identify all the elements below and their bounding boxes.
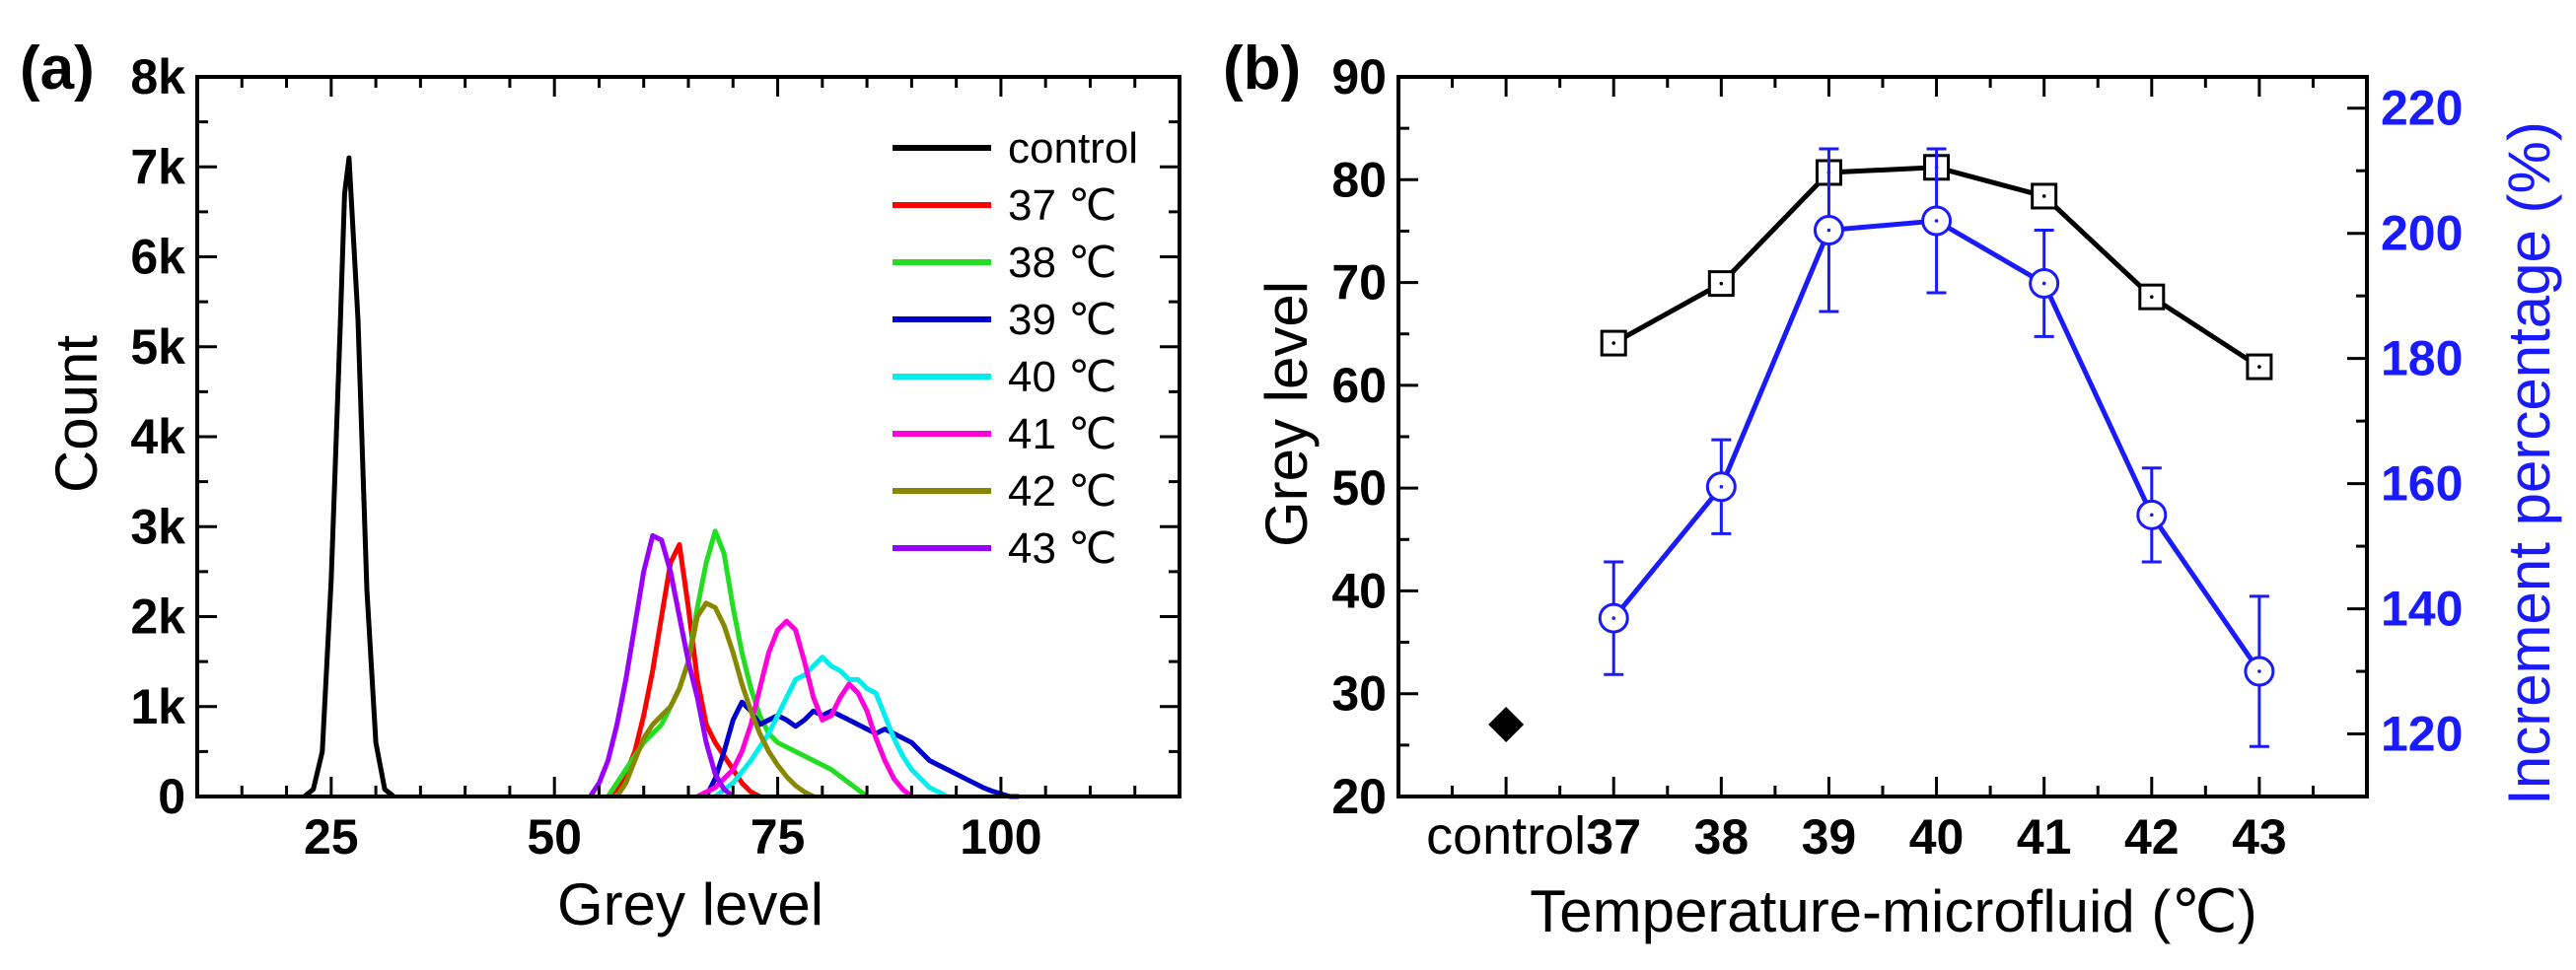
- y-tick-label: 2k: [130, 589, 185, 645]
- series-line-2: [606, 528, 869, 798]
- y-tick-label: 30: [1331, 666, 1387, 722]
- y-tick-label: 3k: [130, 499, 185, 554]
- y-tick-label: 6k: [130, 230, 185, 285]
- legend-label-3: 39 ℃: [1008, 296, 1117, 344]
- x-tick-label: 42: [2124, 809, 2180, 865]
- y-right-tick-label: 120: [2381, 707, 2463, 762]
- y-tick-label: 1k: [130, 679, 185, 734]
- y-tick-label: 40: [1331, 563, 1387, 618]
- legend-label-2: 38 ℃: [1008, 239, 1117, 287]
- y-tick-label: 20: [1331, 769, 1387, 824]
- legend-label-0: control: [1008, 124, 1138, 173]
- x-tick-label: 38: [1694, 809, 1750, 865]
- y-right-tick-label: 140: [2381, 582, 2463, 637]
- grey-level-marker-dot: [1611, 341, 1616, 345]
- x-tick-label: 100: [960, 809, 1041, 865]
- panel-b-label: (b): [1223, 35, 1301, 103]
- legend-label-6: 42 ℃: [1008, 467, 1117, 516]
- series-line-0: [303, 155, 395, 798]
- x-tick-label: 37: [1586, 809, 1641, 865]
- x-tick-label: 75: [751, 809, 806, 865]
- legend-label-1: 37 ℃: [1008, 181, 1117, 230]
- x-tick-label: 39: [1802, 809, 1857, 865]
- x-tick-label: 50: [527, 809, 582, 865]
- y-tick-label: 8k: [130, 49, 185, 104]
- y-right-tick-label: 180: [2381, 331, 2463, 386]
- y-right-tick-label: 220: [2381, 81, 2463, 136]
- series-line-6: [614, 600, 815, 799]
- panel-a-label: (a): [20, 35, 95, 103]
- increment-marker-dot: [2257, 669, 2261, 673]
- increment-marker-dot: [1611, 616, 1616, 620]
- increment-marker-dot: [1826, 228, 1831, 233]
- series-line-5: [695, 618, 913, 799]
- series-line-7: [588, 532, 735, 798]
- y-right-tick-label: 200: [2381, 206, 2463, 261]
- series-line-4: [713, 655, 949, 799]
- chart-a-ylabel: Count: [43, 335, 109, 493]
- x-tick-label: 40: [1909, 809, 1965, 865]
- legend-label-4: 40 ℃: [1008, 353, 1117, 401]
- series-line-3: [703, 699, 1019, 799]
- y-tick-label: 60: [1331, 358, 1387, 413]
- x-tick-label: 43: [2232, 809, 2287, 865]
- x-tick-label: 25: [304, 809, 359, 865]
- y-tick-label: 50: [1331, 460, 1387, 516]
- legend-label-7: 43 ℃: [1008, 524, 1117, 573]
- increment-marker-dot: [2149, 513, 2154, 518]
- chart-b: Temperature-microfluid (℃) Grey level In…: [1253, 49, 2562, 944]
- legend-label-5: 41 ℃: [1008, 410, 1117, 458]
- y-tick-label: 90: [1331, 49, 1387, 104]
- chart-a: Grey level Count 25 50 75 100 0 1k 2k 3k 4k 5k 6k 7…: [43, 49, 1181, 937]
- grey-level-marker: [1600, 329, 1627, 357]
- chart-b-ylabel-right: Increment percentage (%): [2496, 121, 2562, 805]
- y-tick-label: 7k: [130, 139, 185, 194]
- grey-level-marker-dot: [2149, 295, 2154, 299]
- x-tick-label: control: [1426, 806, 1586, 866]
- chart-b-ylabel: Grey level: [1253, 281, 1320, 547]
- x-tick-label: 41: [2017, 809, 2072, 865]
- control-marker: [1488, 707, 1525, 742]
- y-tick-label: 70: [1331, 255, 1387, 311]
- grey-level-marker-dot: [2257, 365, 2261, 369]
- y-tick-label: 4k: [130, 409, 185, 464]
- y-right-tick-label: 160: [2381, 456, 2463, 512]
- increment-marker-dot: [1934, 219, 1939, 223]
- increment-marker-dot: [1719, 484, 1724, 489]
- chart-b-xlabel: Temperature-microfluid (℃): [1530, 878, 2257, 944]
- plot-frame: [1396, 75, 2369, 798]
- y-tick-label: 5k: [130, 319, 185, 375]
- y-tick-label: 80: [1331, 152, 1387, 207]
- increment-marker-dot: [2041, 281, 2046, 286]
- grey-level-marker-dot: [2041, 194, 2046, 198]
- grey-level-marker-dot: [1719, 281, 1724, 286]
- chart-a-xlabel: Grey level: [557, 871, 823, 937]
- y-tick-label: 0: [158, 769, 185, 824]
